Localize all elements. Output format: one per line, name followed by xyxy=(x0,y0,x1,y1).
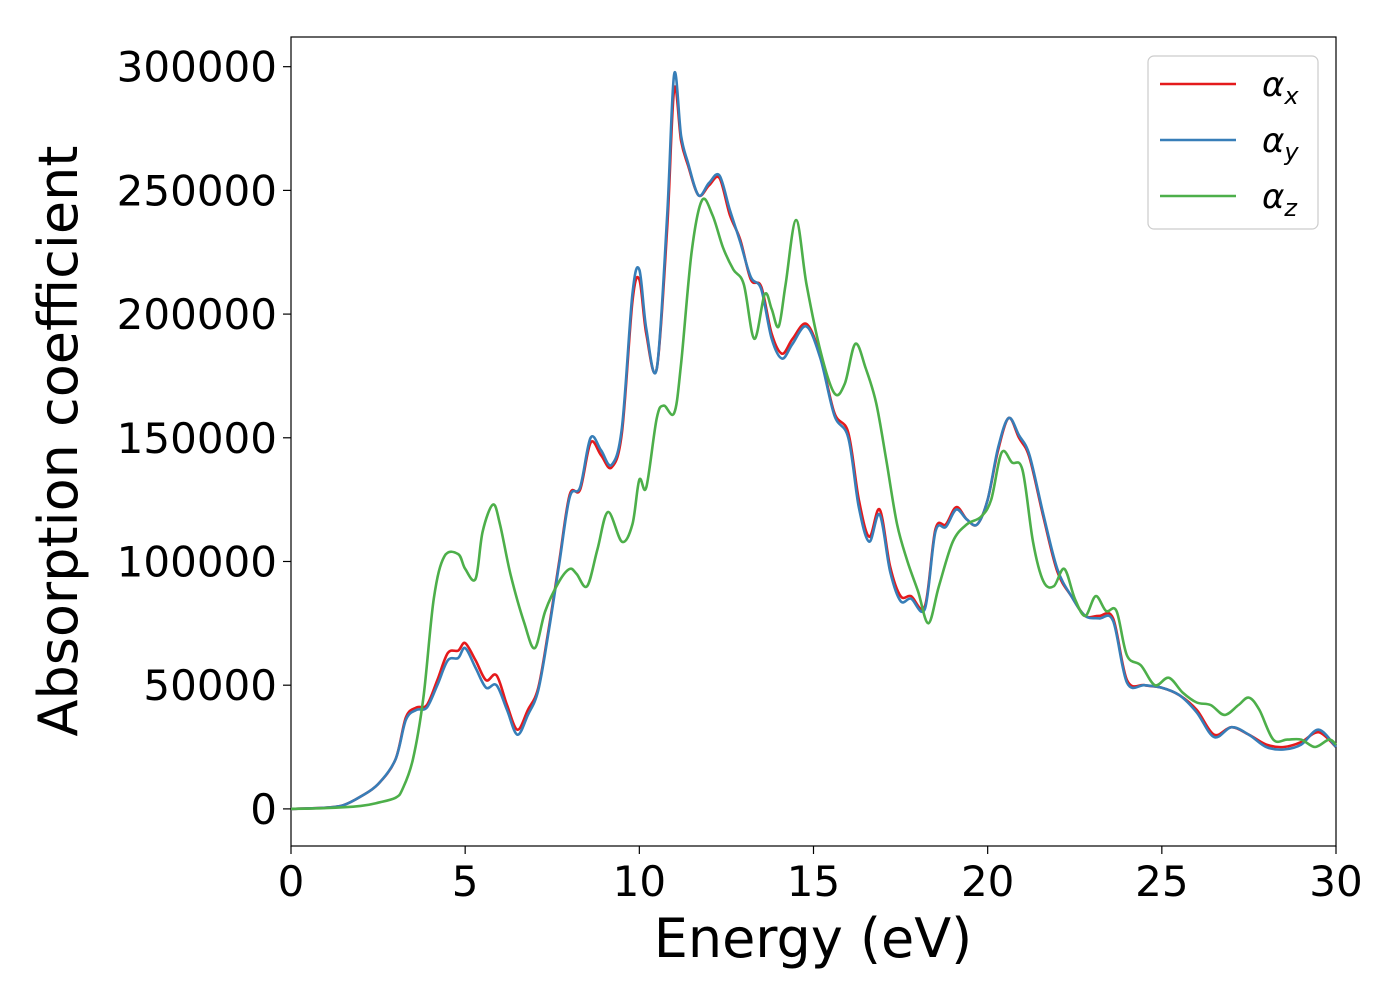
x-axis-title: Energy (eV) xyxy=(654,907,973,970)
series-line-y xyxy=(290,70,1337,811)
y-tick-label: 0 xyxy=(250,785,277,834)
y-tick-label: 50000 xyxy=(143,661,277,710)
x-tick-label: 10 xyxy=(613,857,666,906)
x-tick-label: 20 xyxy=(961,857,1014,906)
y-axis-title: Absorption coefficient xyxy=(27,146,90,737)
y-axis-ticks: 0 50000 100000 150000 200000 250000 300000 xyxy=(117,43,291,834)
series-line-z xyxy=(290,197,1337,811)
x-axis-ticks: 0 5 10 15 20 25 30 xyxy=(278,846,1363,906)
x-tick-label: 30 xyxy=(1309,857,1362,906)
y-tick-label: 150000 xyxy=(117,414,277,463)
legend-subscript-y: y xyxy=(1283,138,1299,166)
x-tick-label: 15 xyxy=(787,857,840,906)
series-layer xyxy=(290,70,1337,811)
y-tick-label: 250000 xyxy=(117,166,277,215)
y-tick-label: 200000 xyxy=(117,290,277,339)
legend-box xyxy=(1147,55,1319,230)
y-tick-label: 300000 xyxy=(117,43,277,92)
x-tick-label: 0 xyxy=(278,857,305,906)
legend-subscript-z: z xyxy=(1283,194,1298,222)
x-tick-label: 25 xyxy=(1135,857,1188,906)
y-tick-label: 100000 xyxy=(117,537,277,586)
x-tick-label: 5 xyxy=(452,857,479,906)
legend-subscript-x: x xyxy=(1283,82,1299,110)
